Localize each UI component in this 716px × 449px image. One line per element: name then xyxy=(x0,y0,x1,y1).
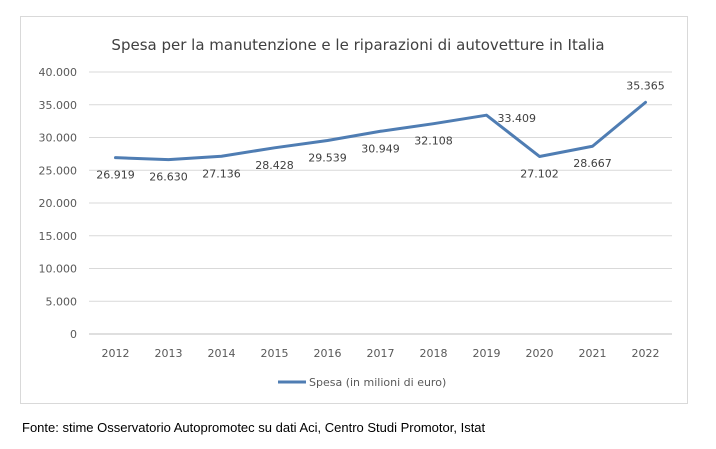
x-tick-label: 2013 xyxy=(155,347,183,360)
y-tick-label: 35.000 xyxy=(39,99,78,112)
data-label: 32.108 xyxy=(414,135,453,148)
data-label: 27.102 xyxy=(520,167,559,180)
data-label: 28.428 xyxy=(255,159,294,172)
y-tick-label: 15.000 xyxy=(39,230,78,243)
x-tick-label: 2018 xyxy=(420,347,448,360)
source-note: Fonte: stime Osservatorio Autopromotec s… xyxy=(22,420,486,435)
legend-label: Spesa (in milioni di euro) xyxy=(309,376,446,389)
x-tick-label: 2020 xyxy=(526,347,554,360)
x-tick-label: 2015 xyxy=(261,347,289,360)
data-label: 27.136 xyxy=(202,167,241,180)
y-tick-label: 40.000 xyxy=(39,66,78,79)
data-label: 33.409 xyxy=(498,112,537,125)
data-label: 35.365 xyxy=(626,79,665,92)
x-tick-label: 2019 xyxy=(473,347,501,360)
x-tick-label: 2022 xyxy=(632,347,660,360)
chart-frame xyxy=(20,16,688,404)
series-line xyxy=(114,100,647,162)
chart-title: Spesa per la manutenzione e le riparazio… xyxy=(111,36,604,54)
x-tick-label: 2017 xyxy=(367,347,395,360)
data-label: 26.630 xyxy=(149,171,188,184)
y-tick-label: 10.000 xyxy=(39,263,78,276)
y-tick-label: 5.000 xyxy=(46,295,78,308)
y-tick-label: 20.000 xyxy=(39,197,78,210)
x-tick-label: 2021 xyxy=(579,347,607,360)
data-label: 30.949 xyxy=(361,142,400,155)
x-tick-label: 2012 xyxy=(102,347,130,360)
y-tick-label: 25.000 xyxy=(39,164,78,177)
data-label: 28.667 xyxy=(573,157,612,170)
data-label: 29.539 xyxy=(308,152,347,165)
data-label: 26.919 xyxy=(96,169,135,182)
y-tick-label: 30.000 xyxy=(39,132,78,145)
x-tick-label: 2014 xyxy=(208,347,236,360)
y-tick-label: 0 xyxy=(70,328,77,341)
x-tick-label: 2016 xyxy=(314,347,342,360)
